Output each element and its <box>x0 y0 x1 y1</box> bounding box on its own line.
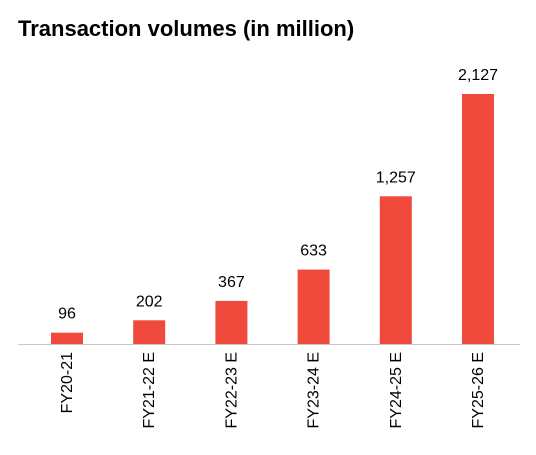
data-label: 367 <box>218 274 245 291</box>
x-tick-label: FY25-26 E <box>470 352 487 428</box>
bar <box>379 196 412 344</box>
chart-title: Transaction volumes (in million) <box>18 16 355 41</box>
x-tick-label: FY23-24 E <box>306 352 323 428</box>
x-tick-label: FY24-25 E <box>388 352 405 428</box>
data-label: 202 <box>136 293 163 310</box>
bar <box>297 269 330 344</box>
data-label: 633 <box>300 243 327 260</box>
data-label: 2,127 <box>458 67 498 84</box>
x-tick-label: FY22-23 E <box>223 352 240 428</box>
x-tick-label: FY21-22 E <box>141 352 158 428</box>
bar <box>215 300 248 344</box>
x-tick-label: FY20-21 <box>59 352 76 413</box>
bar <box>462 94 494 344</box>
bar <box>51 332 83 344</box>
bar <box>133 320 166 344</box>
data-label: 96 <box>58 306 76 323</box>
data-label: 1,257 <box>376 169 416 186</box>
